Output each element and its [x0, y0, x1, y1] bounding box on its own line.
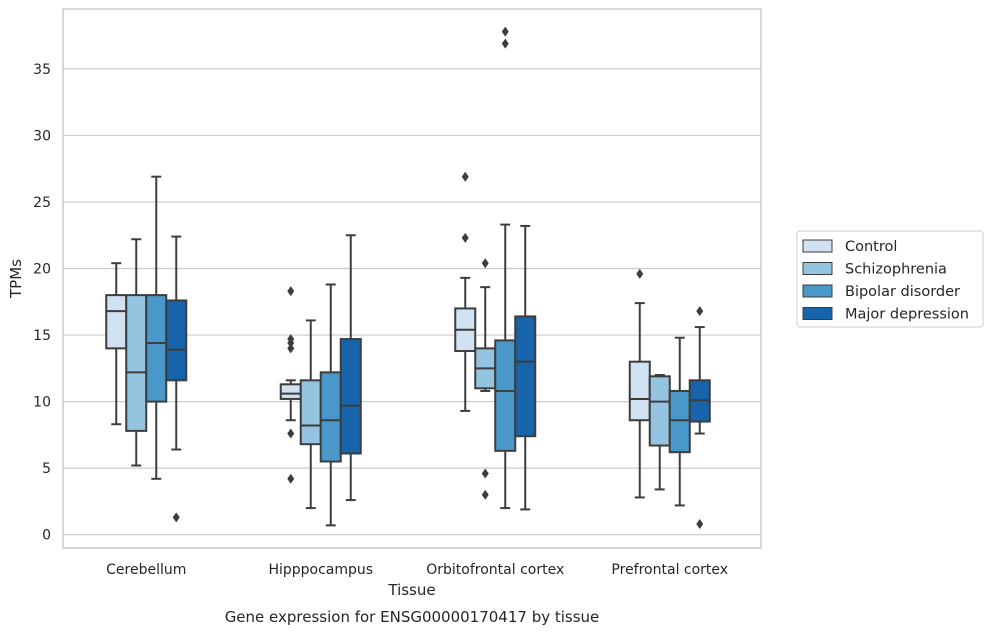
y-tick-label: 35 — [33, 62, 51, 78]
legend-entry-label: Bipolar disorder — [845, 284, 960, 300]
box-0-1 — [279, 286, 302, 484]
iqr-box — [279, 383, 302, 400]
y-tick-label: 15 — [33, 328, 51, 344]
x-tick-label: Hipppocampus — [268, 562, 373, 578]
iqr-box — [339, 338, 362, 455]
box-3-0 — [165, 235, 188, 523]
legend-swatch — [802, 262, 833, 275]
legend-swatch — [802, 239, 833, 253]
outlier-point — [481, 258, 489, 269]
x-tick-label: Cerebellum — [106, 562, 186, 578]
box-2-3 — [668, 336, 691, 507]
legend: Control Schizophrenia Bipolar disorder Majo… — [796, 230, 984, 328]
box-3-2 — [514, 224, 537, 511]
outlier-point — [287, 343, 295, 354]
legend-entry-label: Schizophrenia — [845, 262, 947, 278]
plot-area — [63, 9, 761, 548]
outlier-point — [287, 286, 295, 297]
x-axis-label: Tissue — [387, 581, 435, 599]
box-2-2 — [494, 26, 517, 510]
outlier-point — [287, 428, 295, 439]
x-tick-labels: Cerebellum Hipppocampus Orbitofrontal cort… — [106, 562, 728, 578]
y-tick-labels: 0 5 10 15 20 25 30 35 — [33, 62, 51, 544]
y-axis-label: TPMs — [7, 259, 25, 299]
box-3-3 — [688, 306, 711, 530]
iqr-box — [514, 315, 537, 438]
outlier-point — [461, 232, 469, 243]
box-0-0 — [105, 262, 128, 426]
outlier-point — [696, 519, 704, 530]
y-tick-label: 30 — [33, 128, 51, 144]
legend-frame — [796, 230, 984, 328]
outlier-point — [636, 268, 644, 279]
outlier-point — [461, 171, 469, 182]
box-0-2 — [454, 171, 477, 412]
iqr-box — [105, 294, 128, 350]
y-tick-label: 5 — [42, 461, 51, 477]
outlier-point — [696, 306, 704, 317]
outlier-point — [172, 512, 180, 523]
box-1-1 — [299, 319, 322, 510]
y-tick-label: 20 — [33, 262, 51, 278]
outlier-point — [481, 489, 489, 500]
outlier-point — [287, 473, 295, 484]
box-1-3 — [648, 373, 671, 491]
legend-entry-label: Major depression — [845, 307, 969, 323]
iqr-box — [628, 360, 651, 422]
box-3-1 — [339, 234, 362, 502]
chart-caption: Gene expression for ENSG00000170417 by t… — [225, 608, 600, 626]
y-tick-label: 0 — [42, 528, 51, 544]
legend-swatch — [802, 284, 833, 298]
iqr-box — [145, 294, 168, 403]
x-tick-label: Prefrontal cortex — [611, 562, 728, 578]
outlier-point — [287, 334, 295, 345]
boxes — [105, 26, 711, 530]
iqr-box — [165, 299, 188, 382]
plot-frame — [62, 8, 762, 549]
iqr-box — [668, 389, 691, 454]
legend-entry-label: Control — [845, 239, 897, 255]
iqr-box — [319, 371, 342, 463]
y-tick-label: 25 — [33, 195, 51, 211]
y-tick-label: 10 — [33, 395, 51, 411]
box-0-3 — [628, 268, 651, 499]
x-tick-label: Orbitofrontal cortex — [426, 562, 564, 578]
iqr-box — [648, 375, 671, 447]
outlier-point — [501, 38, 509, 49]
iqr-box — [494, 339, 517, 452]
iqr-box — [299, 379, 322, 446]
outlier-point — [481, 468, 489, 479]
iqr-box — [125, 294, 148, 432]
outlier-point — [501, 26, 509, 37]
legend-swatch — [802, 307, 833, 320]
